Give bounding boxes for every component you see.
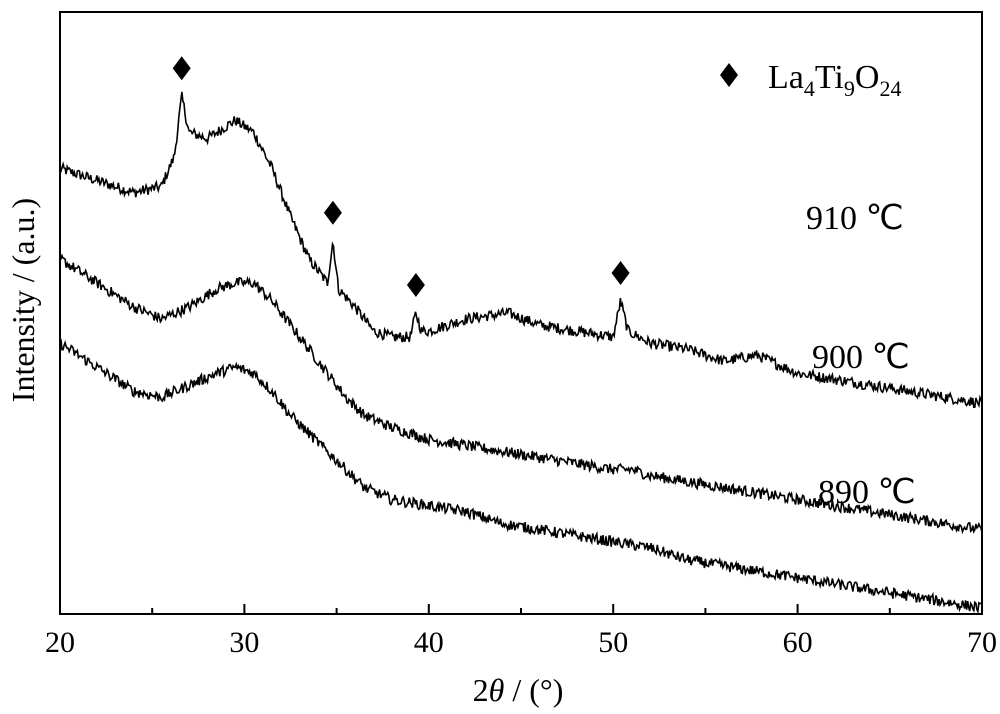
peak-markers [172, 56, 630, 297]
peak-diamond-icon [611, 260, 630, 285]
legend: La4Ti9O24 [720, 59, 901, 101]
series-label-1: 910 ℃ [806, 200, 904, 237]
series-line-3 [59, 338, 983, 615]
x-tick-label: 70 [967, 626, 997, 659]
x-tick-label: 60 [783, 626, 813, 659]
series-label-2: 900 ℃ [812, 339, 910, 376]
peak-diamond-icon [406, 273, 425, 297]
peak-diamond-icon [172, 56, 191, 81]
x-tick-label: 30 [229, 626, 259, 659]
legend-label: La4Ti9O24 [768, 59, 901, 101]
x-ticks: 20 30 40 50 60 70 [45, 604, 997, 659]
series-label-3: 890 ℃ [818, 474, 916, 511]
curves [59, 91, 983, 615]
x-tick-label: 20 [45, 626, 75, 659]
y-axis-title: Intensity / (a.u.) [5, 198, 41, 402]
series-line-1 [59, 91, 983, 409]
x-tick-label: 40 [414, 626, 444, 659]
peak-diamond-icon [323, 200, 342, 225]
series-line-2 [59, 253, 983, 535]
curve-labels: 910 ℃ 900 ℃ 890 ℃ [806, 200, 916, 511]
legend-diamond-icon [720, 63, 738, 87]
x-tick-label: 50 [598, 626, 628, 659]
x-axis-title: 2θ / (°) [473, 672, 564, 708]
